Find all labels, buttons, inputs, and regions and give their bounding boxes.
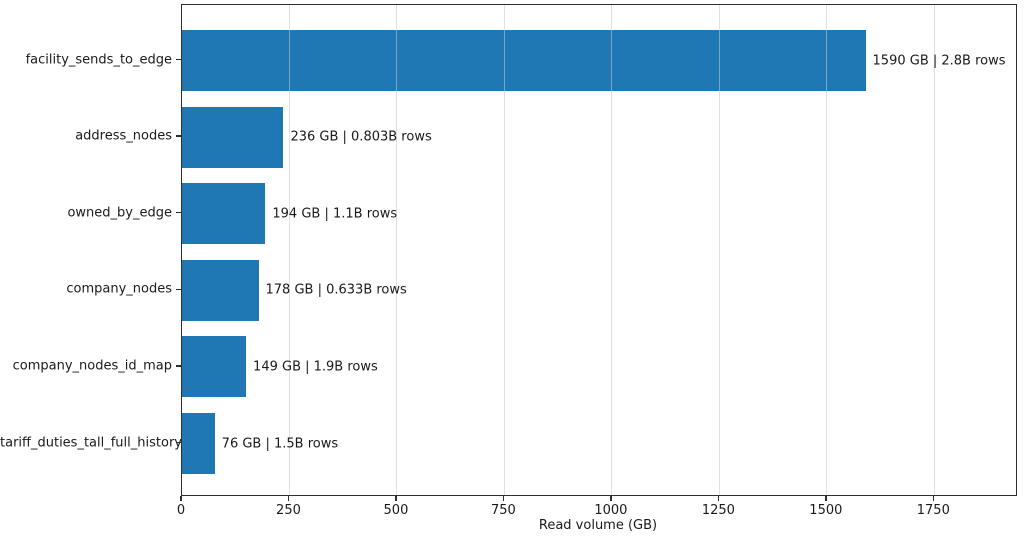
x-tick-label: 0 — [176, 503, 186, 518]
bar-company_nodes_id_map — [182, 336, 247, 398]
category-label-company_nodes: company_nodes — [66, 281, 172, 297]
gridline-x-250 — [288, 5, 290, 495]
bar-value-label: 178 GB | 0.633B rows — [265, 282, 407, 298]
x-tick-label: 1750 — [916, 503, 950, 518]
x-tick-label: 1250 — [701, 503, 735, 518]
x-tick-label: 500 — [383, 503, 409, 518]
gridline-x-1500 — [826, 5, 828, 495]
x-tick-mark — [825, 495, 827, 501]
bar-tariff_duties_tall_full_history — [182, 413, 215, 474]
y-tick-mark — [176, 58, 181, 61]
bar-value-label: 236 GB | 0.803B rows — [290, 129, 432, 145]
category-label-company_nodes_id_map: company_nodes_id_map — [12, 358, 172, 374]
gridline-x-750 — [503, 5, 505, 495]
plot-area: 1590 GB | 2.8B rows 236 GB | 0.803B rows 1… — [181, 4, 1017, 496]
x-tick-mark — [395, 495, 397, 501]
bar-address_nodes — [182, 106, 284, 168]
x-tick-mark — [717, 495, 720, 501]
category-label-owned_by_edge: owned_by_edge — [67, 205, 172, 221]
x-tick-label: 250 — [276, 503, 301, 518]
x-tick-mark — [610, 495, 612, 501]
x-tick-mark — [287, 495, 290, 501]
x-tick-label: 1000 — [594, 503, 628, 518]
gridline-x-1000 — [611, 5, 613, 495]
bar-value-label: 194 GB | 1.1B rows — [272, 206, 398, 222]
bar-value-label: 76 GB | 1.5B rows — [221, 436, 339, 451]
y-tick-mark — [176, 211, 181, 214]
x-axis-title: Read volume (GB) — [538, 518, 658, 533]
bar-owned_by_edge — [182, 183, 266, 245]
x-tick-mark — [932, 495, 935, 501]
bar-value-label: 1590 GB | 2.8B rows — [872, 53, 1006, 68]
bar-company_nodes — [182, 259, 259, 321]
bar-facility_sends_to_edge — [182, 30, 866, 91]
x-tick-mark — [180, 495, 182, 501]
x-tick-label: 750 — [491, 503, 516, 518]
y-tick-mark — [176, 288, 181, 291]
category-label-address_nodes: address_nodes — [75, 128, 172, 144]
y-tick-mark — [176, 365, 181, 367]
category-label-tariff_duties_tall_full_history: tariff_duties_tall_full_history — [0, 435, 182, 450]
y-tick-mark — [176, 135, 181, 137]
y-tick-mark — [176, 441, 181, 444]
gridline-x-500 — [396, 5, 398, 495]
x-tick-mark — [502, 495, 505, 501]
gridline-x-1250 — [718, 5, 720, 495]
x-tick-label: 1500 — [809, 503, 843, 518]
bar-value-label: 149 GB | 1.9B rows — [253, 359, 378, 375]
category-label-facility_sends_to_edge: facility_sends_to_edge — [25, 52, 172, 67]
gridline-x-1750 — [933, 5, 935, 495]
